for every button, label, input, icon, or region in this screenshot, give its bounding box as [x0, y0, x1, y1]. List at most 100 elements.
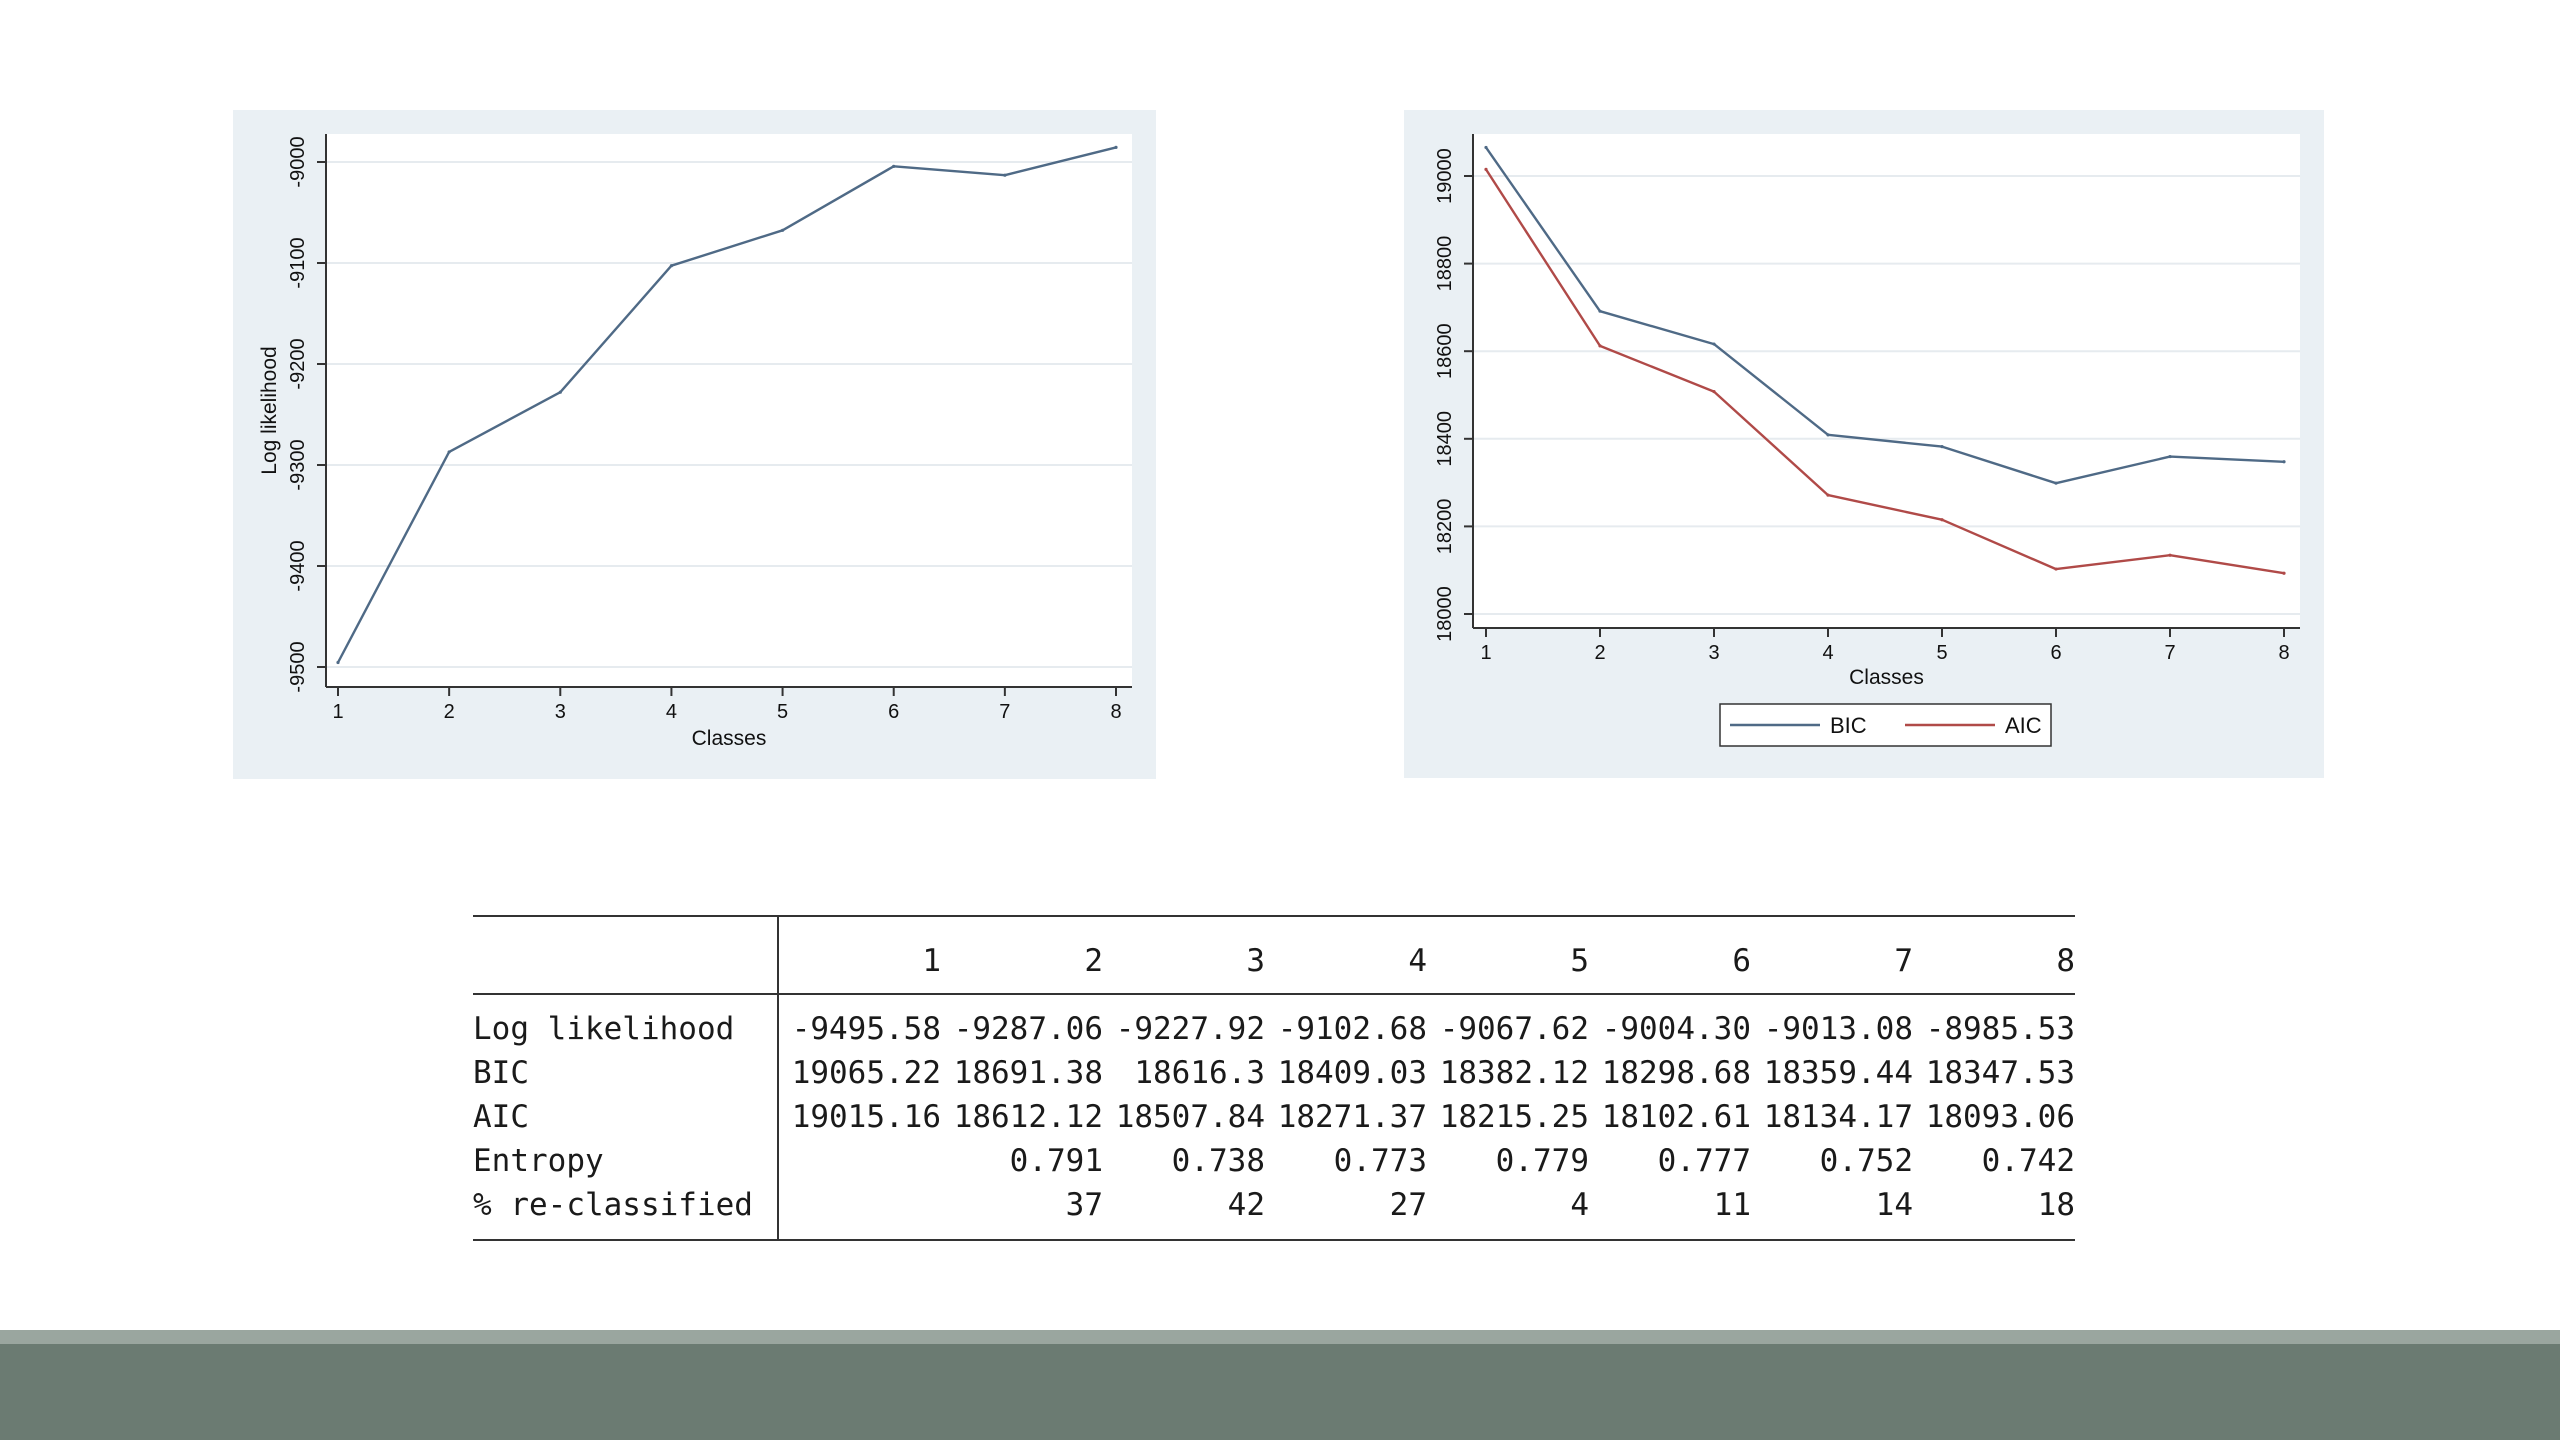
y-tick-label: -9100: [287, 237, 309, 288]
y-axis-title: Log likelihood: [258, 346, 281, 474]
table-cell: 37: [1065, 1187, 1103, 1223]
x-tick-label: 5: [777, 701, 788, 723]
table-cell: 18691.38: [953, 1055, 1103, 1091]
table-row: BIC 19065.22 18691.38 18616.3 18409.03 18382.…: [473, 1051, 2075, 1095]
x-tick-label: 2: [1594, 642, 1605, 664]
x-tick-label: 8: [2278, 642, 2289, 664]
table-cell: 18215.25: [1439, 1099, 1589, 1135]
x-tick-label: 8: [1110, 701, 1121, 723]
ic-chart-panel: 18000 18200 18400 18600 18800 19000 1 2 3 4 5 6 7 8 Cl…: [1404, 110, 2324, 778]
table-cell: 18409.03: [1277, 1055, 1427, 1091]
data-point: [2054, 567, 2058, 571]
table-cell: 19015.16: [791, 1099, 941, 1135]
data-point: [780, 228, 785, 232]
series-line-series-0: [336, 146, 1117, 664]
table-cell: -9102.68: [1277, 1011, 1427, 1047]
table-cell: 18271.37: [1277, 1099, 1427, 1135]
column-header: 5: [1427, 929, 1589, 995]
y-tick-label: 19000: [1434, 148, 1456, 204]
plot-area: [1473, 134, 2300, 628]
y-tick-label: -9300: [287, 439, 309, 490]
y-tick-label: -9200: [287, 338, 309, 389]
table-cell: -9495.58: [791, 1011, 941, 1047]
data-point: [2168, 454, 2172, 459]
table-cell: 4: [1570, 1187, 1589, 1223]
table-cell: [778, 1183, 941, 1227]
table-cell: 0.791: [1009, 1143, 1103, 1179]
table-cell: 18507.84: [1115, 1099, 1265, 1135]
table-cell: 0.752: [1819, 1143, 1913, 1179]
table-cell: 14: [1875, 1187, 1913, 1223]
column-header: 3: [1103, 929, 1265, 995]
y-tick-label: -9000: [287, 136, 309, 187]
table-cell: 27: [1389, 1187, 1427, 1223]
table-cell: -9287.06: [953, 1011, 1103, 1047]
ic-chart: 18000 18200 18400 18600 18800 19000 1 2 3 4 5 6 7 8 Cl…: [1434, 134, 2300, 747]
table-cell: 42: [1227, 1187, 1265, 1223]
table-cell: -9227.92: [1115, 1011, 1265, 1047]
column-header: 7: [1751, 929, 1913, 995]
table-cell: 0.777: [1657, 1143, 1751, 1179]
loglikelihood-chart: -9500 -9400 -9300 -9200 -9100 -9000 1 2 3 4 5 6 7 8 Cl…: [258, 134, 1132, 750]
table-row: Entropy 0.791 0.738 0.773 0.779 0.777 0.752 0.7…: [473, 1139, 2075, 1183]
x-tick-label: 7: [999, 701, 1010, 723]
column-header: 6: [1589, 929, 1751, 995]
y-tick-label: -9400: [287, 540, 309, 591]
y-tick-label: 18600: [1434, 323, 1456, 379]
data-point: [1484, 167, 1488, 171]
table-cell: 18102.61: [1601, 1099, 1751, 1135]
row-label: AIC: [473, 1095, 779, 1139]
x-tick-label: 5: [1936, 642, 1947, 664]
data-point: [669, 264, 674, 268]
data-point: [2282, 571, 2286, 575]
table-cell: 18347.53: [1925, 1055, 2075, 1091]
data-point: [1712, 342, 1716, 346]
data-point: [1826, 493, 1830, 497]
table-cell: 18616.3: [1134, 1055, 1265, 1091]
row-label: % re-classified: [473, 1183, 779, 1227]
data-point: [1826, 433, 1830, 437]
column-header: 8: [1913, 929, 2075, 995]
table-cell: 0.773: [1333, 1143, 1427, 1179]
x-tick-label: 3: [1708, 642, 1719, 664]
legend-label-BIC: BIC: [1830, 713, 1867, 738]
data-point: [892, 164, 896, 168]
table-cell: 18359.44: [1763, 1055, 1913, 1091]
table-body: Log likelihood -9495.58 -9287.06 -9227.92 -9…: [473, 994, 2075, 1241]
column-header: 2: [941, 929, 1103, 995]
x-tick-label: 1: [332, 701, 343, 723]
data-point: [2282, 460, 2286, 464]
table-cell: 11: [1713, 1187, 1751, 1223]
plot-area: [326, 134, 1132, 687]
row-label: Entropy: [473, 1139, 779, 1183]
data-point: [1940, 445, 1944, 449]
x-axis-title: Classes: [1849, 666, 1924, 689]
data-point: [558, 390, 562, 394]
data-point: [1114, 145, 1118, 149]
x-tick-label: 2: [444, 701, 455, 723]
x-tick-label: 3: [555, 701, 566, 723]
y-tick-label: 18400: [1434, 411, 1456, 467]
y-tick-label: 18000: [1434, 586, 1456, 642]
data-point: [1003, 173, 1007, 177]
table-cell: 19065.22: [791, 1055, 941, 1091]
y-tick-label: -9500: [287, 641, 309, 692]
data-point: [2168, 553, 2172, 557]
data-point: [1712, 389, 1716, 394]
x-axis-title: Classes: [692, 727, 767, 750]
row-label: Log likelihood: [473, 1007, 779, 1051]
legend-label-AIC: AIC: [2005, 713, 2042, 738]
table-cell: 18612.12: [953, 1099, 1103, 1135]
table-cell: 0.738: [1171, 1143, 1265, 1179]
data-point: [1940, 518, 1944, 522]
column-header: 4: [1265, 929, 1427, 995]
x-tick-label: 7: [2164, 642, 2175, 664]
x-tick-label: 6: [888, 701, 899, 723]
table-cell: 18298.68: [1601, 1055, 1751, 1091]
series-line-BIC: [1485, 146, 2285, 485]
table-cell: -8985.53: [1925, 1011, 2075, 1047]
x-tick-label: 1: [1480, 642, 1491, 664]
data-point: [447, 450, 451, 454]
